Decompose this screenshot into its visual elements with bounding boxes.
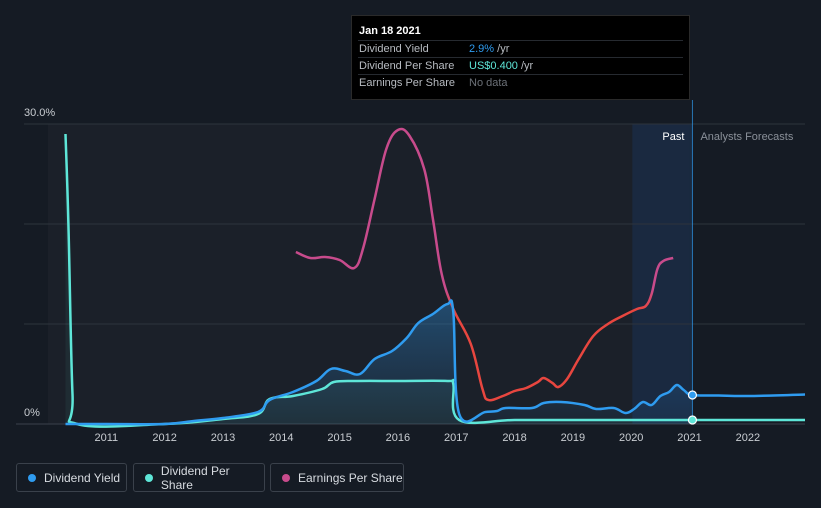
past-label: Past (662, 131, 684, 143)
x-tick-label: 2016 (386, 432, 410, 444)
tooltip-divider (358, 74, 683, 75)
legend-label-earnings-per-share: Earnings Per Share (298, 470, 403, 485)
tooltip-yield-unit: /yr (494, 43, 510, 55)
x-tick-label: 2022 (736, 432, 760, 444)
tooltip-divider (358, 57, 683, 58)
y-axis-bottom-label: 0% (24, 407, 40, 419)
tooltip-eps-value: No data (469, 77, 508, 89)
past-highlight-region (632, 124, 693, 424)
legend-dividend-per-share[interactable]: Dividend Per Share (133, 463, 265, 492)
legend-label-dividend-yield: Dividend Yield (44, 470, 121, 485)
tooltip-dps-unit: /yr (517, 60, 534, 72)
tooltip-value-earnings-per-share: No data (469, 77, 508, 89)
tooltip-date: Jan 18 2021 (359, 25, 421, 37)
forecast-label: Analysts Forecasts (700, 131, 793, 143)
tooltip-dps-value: US$0.400 (469, 60, 518, 72)
dividend-per-share-dot-icon (145, 473, 153, 482)
dividend-per-share-marker (687, 415, 698, 425)
x-tick-label: 2015 (327, 432, 351, 444)
tooltip-value-dividend-per-share: US$0.400 /yr (469, 60, 533, 72)
x-tick-label: 2021 (677, 432, 701, 444)
x-tick-label: 2011 (94, 432, 118, 444)
x-tick-label: 2018 (502, 432, 526, 444)
tooltip-yield-value: 2.9% (469, 43, 495, 55)
x-tick-label: 2020 (619, 432, 643, 444)
legend-earnings-per-share[interactable]: Earnings Per Share (270, 463, 404, 492)
tooltip-label-dividend-yield: Dividend Yield (359, 43, 429, 55)
dividend-per-share-line (64, 133, 805, 428)
legend-label-dividend-per-share: Dividend Per Share (160, 463, 230, 492)
x-tick-label: 2013 (211, 432, 235, 444)
x-tick-label: 2012 (152, 432, 176, 444)
dividend-yield-line (65, 299, 806, 426)
tooltip-label-earnings-per-share: Earnings Per Share (359, 77, 455, 89)
dividend-yield-dot-icon (28, 473, 36, 482)
dividend-yield-area (65, 300, 693, 425)
forecast-region (692, 124, 821, 424)
dividend-yield-marker (687, 390, 698, 400)
tooltip-value-dividend-yield: 2.9% /yr (469, 43, 509, 55)
x-tick-label: 2019 (561, 432, 585, 444)
earnings-per-share-line (295, 127, 674, 402)
tooltip-label-dividend-per-share: Dividend Per Share (359, 60, 455, 72)
tooltip-divider (358, 40, 683, 41)
legend-dividend-yield[interactable]: Dividend Yield (16, 463, 127, 492)
y-axis-top-label: 30.0% (24, 107, 55, 119)
x-tick-label: 2017 (444, 432, 468, 444)
chart-tooltip: Jan 18 2021 Dividend Yield 2.9% /yr Divi… (351, 15, 690, 100)
earnings-per-share-dot-icon (282, 473, 290, 482)
x-tick-label: 2014 (269, 432, 293, 444)
